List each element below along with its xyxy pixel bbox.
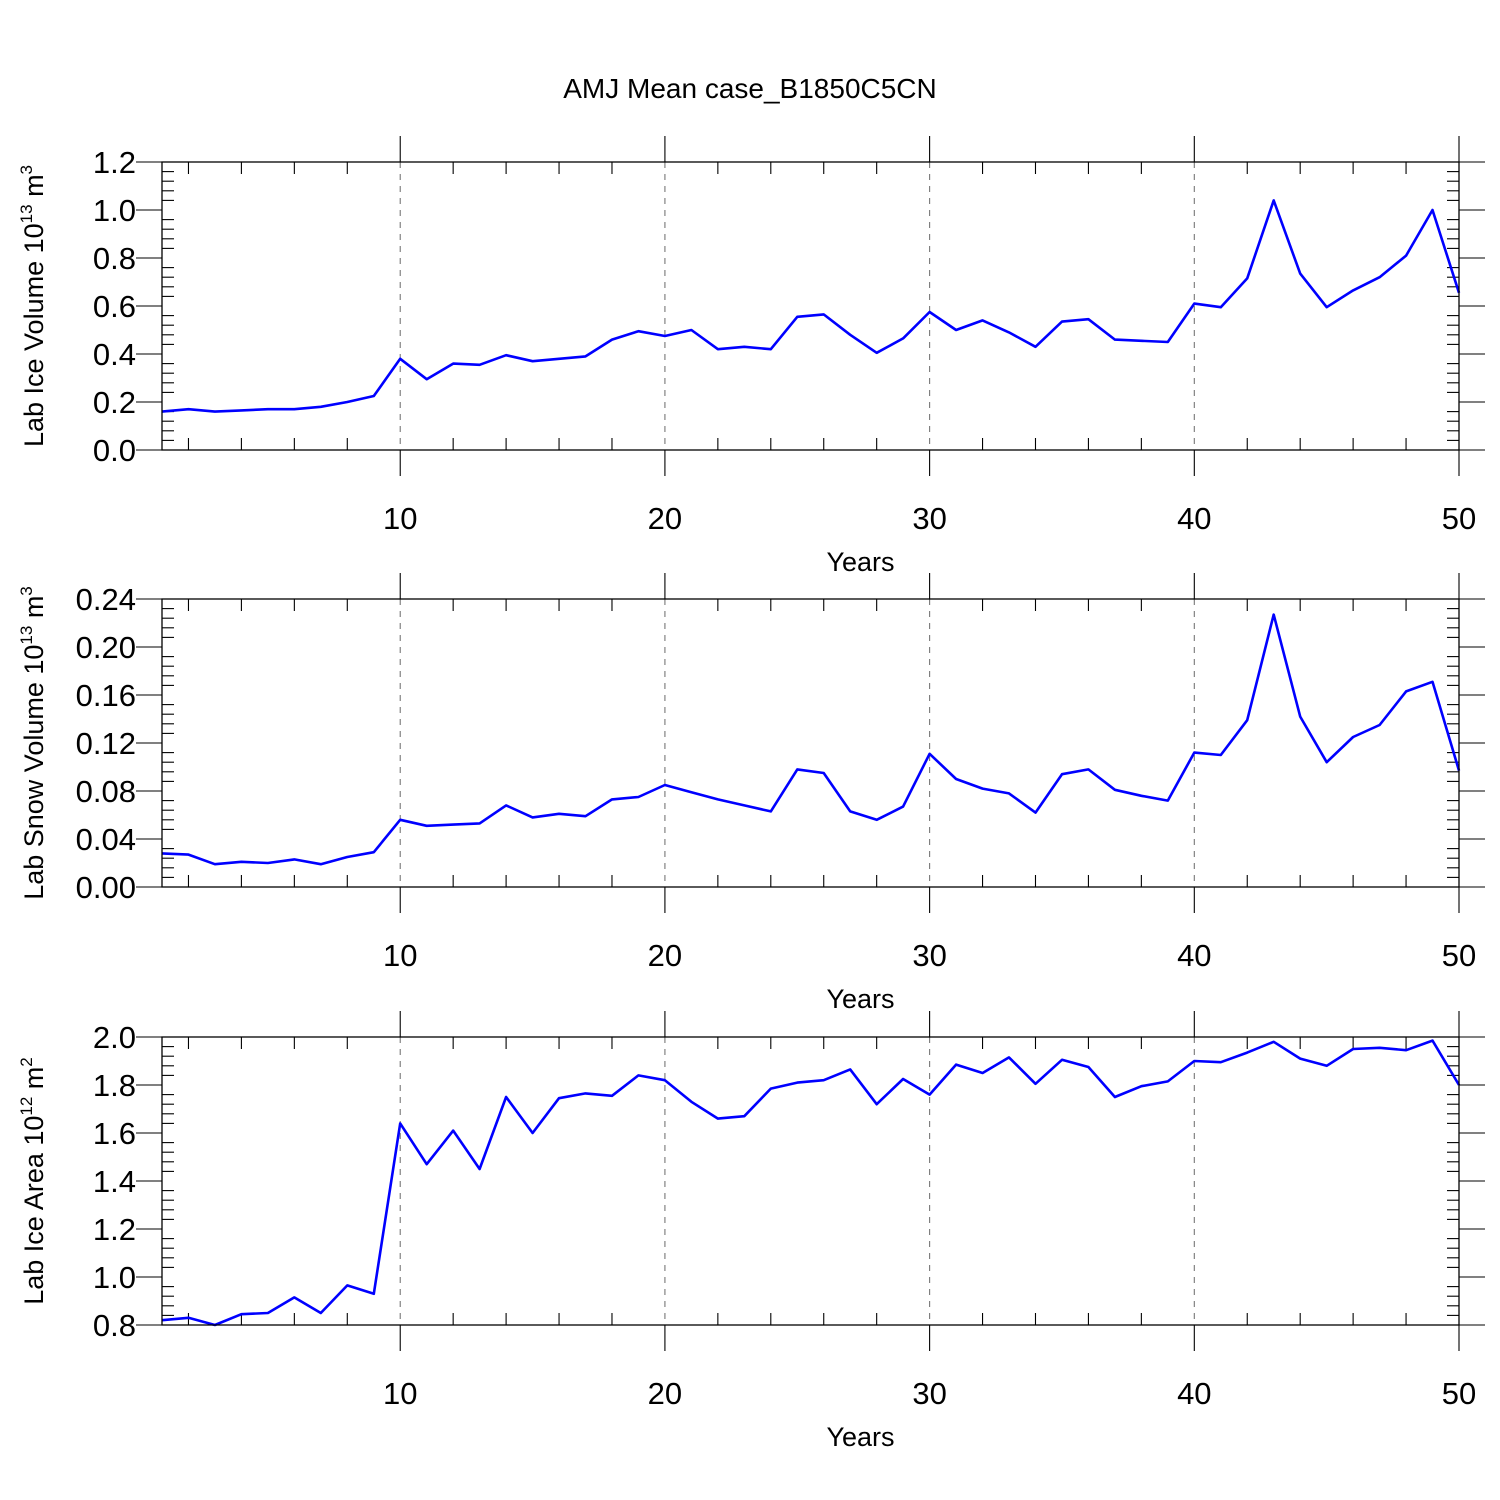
x-tick-label: 50	[1442, 501, 1476, 536]
panel-ice-area: 10 20 30 40 50 0.8 1.0 1.2 1.4 1.6 1.8 2.0 Years Lab …	[17, 1011, 1485, 1452]
y-tick-label: 0.24	[76, 582, 136, 617]
y-tick-label: 1.4	[93, 1164, 136, 1199]
y-axis-label: Lab Ice Volume 1013 m3	[17, 165, 49, 447]
panel-ice-volume: 10 20 30 40 50 0.0 0.2 0.4 0.6 0.8 1.0 1.2 Years Lab …	[17, 136, 1485, 577]
x-tick-label: 50	[1442, 938, 1476, 973]
x-tick-label: 30	[912, 501, 946, 536]
y-tick-label: 2.0	[93, 1020, 136, 1055]
y-tick-label: 0.6	[93, 289, 136, 324]
y-tick-label: 0.12	[76, 726, 136, 761]
x-tick-label: 10	[383, 1376, 417, 1411]
y-tick-label: 0.08	[76, 774, 136, 809]
y-tick-label: 0.2	[93, 385, 136, 420]
x-tick-label: 10	[383, 501, 417, 536]
plot-frame	[161, 1036, 1460, 1326]
y-tick-label: 1.2	[93, 1212, 136, 1247]
x-axis-label: Years	[826, 1422, 894, 1452]
y-tick-label: 1.0	[93, 1260, 136, 1295]
x-tick-label: 20	[648, 501, 682, 536]
y-axis-label: Lab Snow Volume 1013 m3	[17, 586, 49, 900]
y-tick-label: 0.20	[76, 630, 136, 665]
y-tick-label: 0.8	[93, 1308, 136, 1343]
series-line-ice-volume	[161, 199, 1461, 413]
x-tick-label: 10	[383, 938, 417, 973]
y-tick-label: 1.2	[93, 145, 136, 180]
y-tick-label: 1.8	[93, 1068, 136, 1103]
panel-snow-volume: 10 20 30 40 50 0.00 0.04 0.08 0.12 0.16 0.20 0.24 Ye…	[17, 573, 1485, 1014]
series-line-ice-area	[161, 1039, 1461, 1327]
x-tick-label: 40	[1177, 938, 1211, 973]
figure-title: AMJ Mean case_B1850C5CN	[563, 73, 937, 104]
y-tick-label: 0.4	[93, 337, 136, 372]
y-tick-label: 0.04	[76, 822, 136, 857]
series-line-snow-volume	[161, 613, 1461, 866]
x-tick-label: 30	[912, 1376, 946, 1411]
x-tick-label: 50	[1442, 1376, 1476, 1411]
x-tick-label: 30	[912, 938, 946, 973]
y-axis-label: Lab Ice Area 1012 m2	[17, 1057, 49, 1305]
y-tick-label: 0.00	[76, 870, 136, 905]
x-tick-label: 20	[648, 938, 682, 973]
x-tick-label: 20	[648, 1376, 682, 1411]
y-tick-label: 1.6	[93, 1116, 136, 1151]
plot-frame	[161, 161, 1460, 451]
y-tick-label: 0.8	[93, 241, 136, 276]
x-tick-label: 40	[1177, 1376, 1211, 1411]
y-tick-label: 0.0	[93, 433, 136, 468]
y-tick-label: 1.0	[93, 193, 136, 228]
x-axis-label: Years	[826, 984, 894, 1014]
y-tick-label: 0.16	[76, 678, 136, 713]
plot-frame	[161, 598, 1460, 888]
x-tick-label: 40	[1177, 501, 1211, 536]
x-axis-label: Years	[826, 547, 894, 577]
